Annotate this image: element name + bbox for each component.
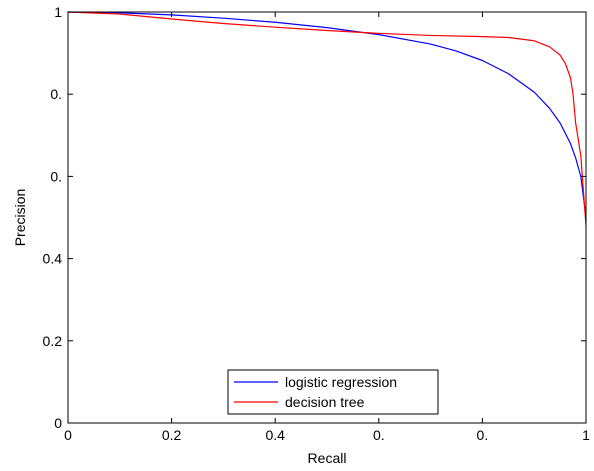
tick-layer: 0 0.2 0.4 0. 0. 1 0 0.2 0.4 0. 0. 1 [43, 4, 591, 443]
x-tick-label: 0. [373, 427, 385, 443]
legend-label-decision-tree: decision tree [285, 394, 365, 410]
x-tick-label: 0 [64, 427, 72, 443]
y-tick-label: 0. [50, 86, 62, 102]
x-tick-label: 0.2 [162, 427, 182, 443]
y-tick-label: 0 [54, 415, 62, 431]
y-tick-label: 1 [54, 4, 62, 20]
x-tick-label: 0. [477, 427, 489, 443]
series-line-logistic-regression [67, 11, 587, 218]
y-axis-label: Precision [12, 189, 28, 247]
plot-area-frame [67, 11, 587, 424]
y-tick-label: 0.2 [43, 333, 63, 349]
series-layer [67, 11, 587, 226]
legend: logistic regression decision tree [227, 369, 439, 415]
x-axis-label: Recall [308, 450, 347, 466]
x-tick-label: 0.4 [265, 427, 285, 443]
y-tick-label: 0.4 [43, 251, 63, 267]
series-line-decision-tree [67, 11, 587, 226]
x-tick-label: 1 [582, 427, 590, 443]
legend-box [227, 369, 439, 415]
legend-label-logistic-regression: logistic regression [285, 374, 397, 390]
y-tick-label: 0. [50, 168, 62, 184]
